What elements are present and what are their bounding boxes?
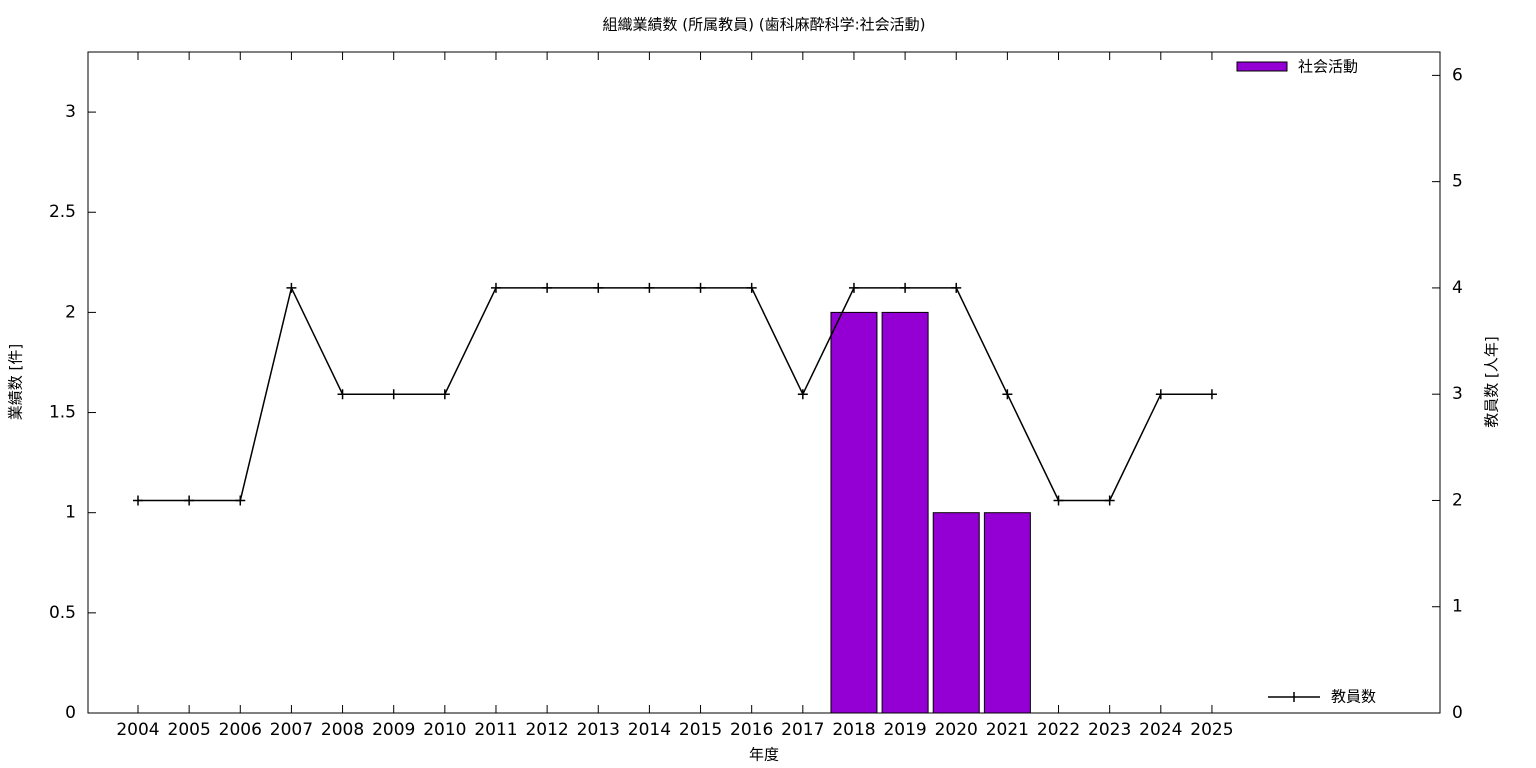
x-tick-label: 2016: [730, 720, 773, 740]
y2-tick-label: 2: [1452, 490, 1463, 510]
line: [138, 285, 1212, 502]
plot-frame: [87, 51, 1441, 714]
point-marker: [1206, 389, 1217, 400]
point-marker: [644, 282, 655, 293]
y2-tick-label: 1: [1452, 597, 1463, 617]
point-marker: [235, 495, 246, 506]
x-axis-label: 年度: [749, 746, 779, 764]
point-marker: [1053, 495, 1064, 506]
x-tick-label: 2006: [219, 720, 262, 740]
point-marker: [797, 389, 808, 400]
point-marker: [900, 282, 911, 293]
y2-axis-label: 教員数 [人年]: [1483, 336, 1501, 427]
point-marker: [951, 282, 962, 293]
x-tick-label: 2022: [1037, 720, 1080, 740]
x-tick-label: 2024: [1139, 720, 1182, 740]
y2-tick-label: 0: [1452, 703, 1463, 723]
y-tick-label: 2.5: [49, 202, 76, 222]
x-tick-label: 2011: [474, 720, 517, 740]
x-tick-label: 2008: [321, 720, 364, 740]
y2-tick-label: 6: [1452, 65, 1463, 85]
y2-tick-label: 3: [1452, 384, 1463, 404]
x-tick-label: 2023: [1088, 720, 1131, 740]
point-marker: [439, 389, 450, 400]
bar: [983, 512, 1031, 714]
x-tick-label: 2018: [832, 720, 875, 740]
x-tick-label: 2012: [525, 720, 568, 740]
legend-label: 教員数: [1331, 688, 1376, 706]
x-tick-label: 2021: [986, 720, 1029, 740]
point-marker: [695, 282, 706, 293]
y-tick-label: 0.5: [49, 603, 76, 623]
x-tick-label: 2020: [935, 720, 978, 740]
x-tick-label: 2005: [168, 720, 211, 740]
x-tick-label: 2019: [883, 720, 926, 740]
y-axis-label: 業績数 [件]: [7, 344, 25, 420]
point-marker: [337, 389, 348, 400]
point-marker: [1155, 389, 1166, 400]
y2-tick-label: 4: [1452, 278, 1463, 298]
bar: [932, 512, 980, 714]
legend-swatch: [1236, 61, 1288, 72]
y2-tick-label: 5: [1452, 172, 1463, 192]
point-marker: [542, 282, 553, 293]
point-marker: [1104, 495, 1115, 506]
legend-swatch: [1268, 692, 1320, 702]
x-tick-label: 2013: [577, 720, 620, 740]
point-marker: [490, 282, 501, 293]
x-tick-label: 2015: [679, 720, 722, 740]
point-marker: [286, 282, 297, 293]
point-marker: [848, 282, 859, 293]
bar: [830, 311, 878, 714]
y-tick-label: 1.5: [49, 403, 76, 423]
point-marker: [184, 495, 195, 506]
chart-title: 組織業績数 (所属教員) (歯科麻酔科学:社会活動): [602, 16, 925, 34]
point-marker: [746, 282, 757, 293]
x-tick-label: 2009: [372, 720, 415, 740]
point-marker: [1002, 389, 1013, 400]
x-tick-label: 2010: [423, 720, 466, 740]
y-tick-label: 3: [65, 102, 76, 122]
x-tick-label: 2014: [628, 720, 671, 740]
y-tick-label: 1: [65, 503, 76, 523]
legend-label: 社会活動: [1298, 58, 1358, 76]
x-tick-label: 2004: [116, 720, 159, 740]
point-marker: [388, 389, 399, 400]
x-tick-label: 2007: [270, 720, 313, 740]
x-tick-label: 2025: [1190, 720, 1233, 740]
x-tick-label: 2017: [781, 720, 824, 740]
y-tick-label: 0: [65, 703, 76, 723]
bar: [881, 311, 929, 714]
point-marker: [133, 495, 143, 506]
y-tick-label: 2: [65, 302, 76, 322]
point-marker: [593, 282, 604, 293]
